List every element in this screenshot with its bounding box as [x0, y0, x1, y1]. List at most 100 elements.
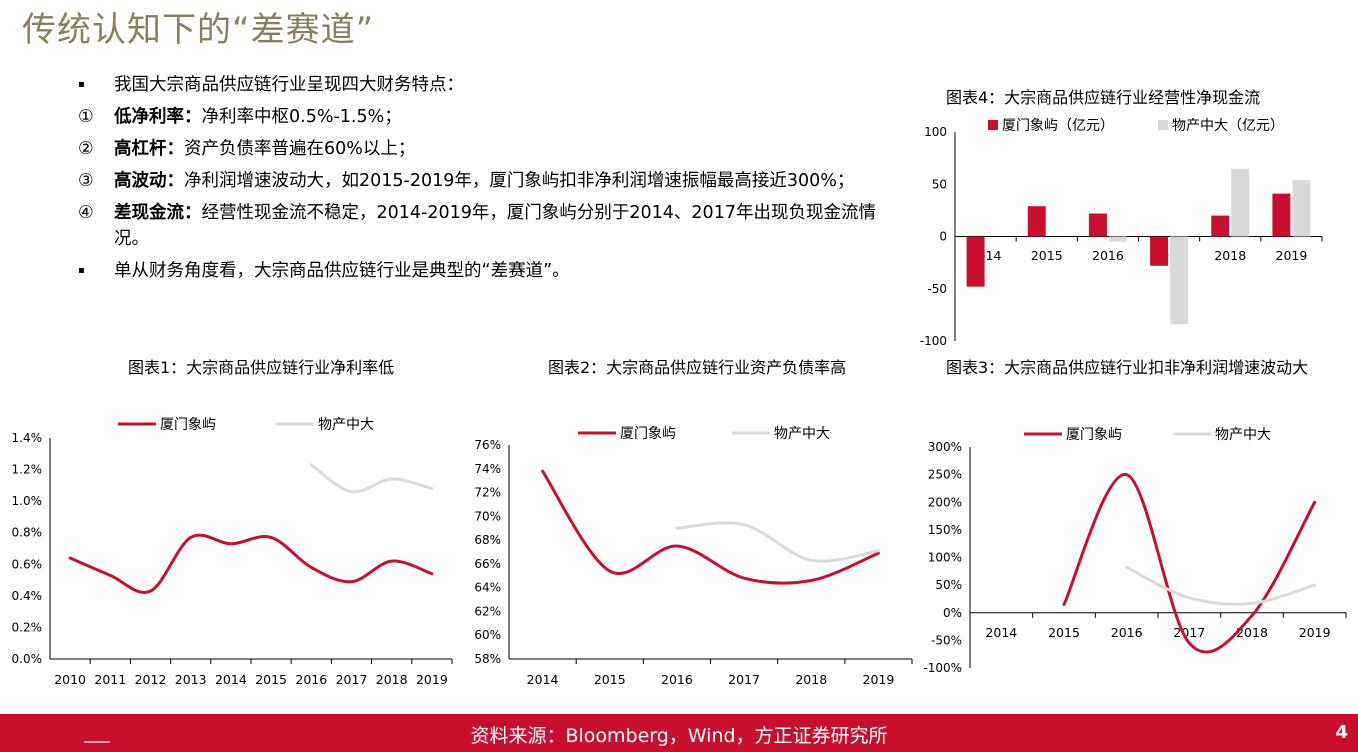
- c3-legend-label: 物产中大: [1215, 427, 1271, 443]
- bullet-bold: 低净利率：: [114, 107, 202, 127]
- c4-y-tick-label: -100: [920, 334, 947, 348]
- bullet-text: 净利率中枢0.5%-1.5%；: [201, 107, 402, 127]
- bullet-text: 我国大宗商品供应链行业呈现四大财务特点：: [114, 75, 464, 95]
- c2-x-tick-label: 2014: [527, 672, 559, 687]
- c2-x-tick-label: 2019: [863, 672, 895, 687]
- c4-x-tick-label: 2019: [1276, 248, 1308, 263]
- bullet-text: 资产负债率普遍在60%以上；: [184, 139, 416, 159]
- chart4-title: 图表4：大宗商品供应链行业经营性净现金流: [946, 88, 1261, 107]
- c2-y-tick-label: 62%: [474, 604, 501, 618]
- c4-y-tick-label: -50: [927, 282, 947, 296]
- c2-y-tick-label: 58%: [474, 652, 501, 666]
- c3-y-tick-label: 0%: [943, 606, 962, 620]
- c1-y-tick-label: 1.4%: [12, 431, 43, 445]
- footer-bar: 资料来源：Bloomberg，Wind，方正证券研究所 4: [0, 714, 1358, 752]
- c1-y-tick-label: 0.8%: [12, 526, 43, 540]
- bullet-bold: 差现金流：: [114, 203, 202, 223]
- c3-x-tick-label: 2018: [1236, 625, 1268, 640]
- source-note: 资料来源：Bloomberg，Wind，方正证券研究所: [470, 725, 888, 747]
- bullet-marker: ▪: [78, 265, 85, 276]
- c2-x-tick-label: 2015: [594, 672, 626, 687]
- bullet-marker: ①: [78, 107, 94, 127]
- c4-y-tick-label: 0: [939, 230, 947, 244]
- c4-bar: [1211, 215, 1230, 237]
- c3-y-tick-label: -100%: [923, 661, 962, 675]
- c1-x-tick-label: 2012: [135, 672, 167, 687]
- bullet-item: ② 高杠杆：资产负债率普遍在60%以上；: [78, 136, 888, 162]
- c1-x-tick-label: 2011: [94, 672, 126, 687]
- c4-bar: [1272, 193, 1291, 237]
- bullet-text: 单从财务角度看，大宗商品供应链行业是典型的“差赛道”。: [114, 261, 570, 281]
- c3-x-tick-label: 2014: [985, 625, 1017, 640]
- c2-y-tick-label: 66%: [474, 557, 501, 571]
- chart3-title: 图表3：大宗商品供应链行业扣非净利润增速波动大: [946, 358, 1309, 377]
- c1-x-tick-label: 2018: [376, 672, 408, 687]
- c4-bar: [1108, 236, 1127, 242]
- c1-y-tick-label: 1.2%: [12, 463, 43, 477]
- c3-x-tick-label: 2017: [1173, 625, 1205, 640]
- c2-y-tick-label: 72%: [474, 486, 501, 500]
- c1-y-tick-label: 0.2%: [12, 620, 43, 634]
- c2-y-tick-label: 60%: [474, 628, 501, 642]
- c3-x-tick-label: 2019: [1299, 625, 1331, 640]
- chart2-title: 图表2：大宗商品供应链行业资产负债率高: [548, 358, 847, 377]
- c4-legend-swatch: [1158, 120, 1168, 130]
- c3-y-tick-label: 250%: [928, 468, 962, 482]
- c2-x-tick-label: 2016: [661, 672, 693, 687]
- bullet-marker: ④: [78, 203, 94, 223]
- c3-y-tick-label: 100%: [928, 551, 962, 565]
- c2-legend-label: 厦门象屿: [620, 426, 676, 442]
- c2-x-tick-label: 2018: [795, 672, 827, 687]
- c2-y-tick-label: 68%: [474, 533, 501, 547]
- c1-legend-label: 物产中大: [318, 417, 374, 433]
- c2-x-tick-label: 2017: [728, 672, 760, 687]
- bullet-text: 经营性现金流不稳定，2014-2019年，厦门象屿分别于2014、2017年出现…: [114, 203, 876, 249]
- bullet-bold: 高杠杆：: [114, 139, 184, 159]
- c4-bar: [1170, 236, 1189, 325]
- c4-legend-label: 厦门象屿（亿元）: [1002, 118, 1114, 134]
- c1-x-tick-label: 2014: [215, 672, 247, 687]
- c2-series-line: [541, 469, 880, 585]
- c3-series-line: [1125, 565, 1317, 606]
- page-number: 4: [1335, 722, 1348, 743]
- c1-x-tick-label: 2017: [336, 672, 368, 687]
- footer-mark: [84, 741, 110, 743]
- bullet-item: ③ 高波动：净利润增速波动大，如2015-2019年，厦门象屿扣非净利润增速振幅最…: [78, 168, 888, 194]
- c1-x-tick-label: 2016: [295, 672, 327, 687]
- c1-legend-label: 厦门象屿: [160, 417, 216, 433]
- c2-legend-label: 物产中大: [774, 426, 830, 442]
- c1-x-tick-label: 2015: [255, 672, 287, 687]
- c4-y-tick-label: 100: [924, 125, 947, 139]
- bullet-list: ▪ 我国大宗商品供应链行业呈现四大财务特点： ① 低净利率：净利率中枢0.5%-1.…: [78, 72, 888, 290]
- c1-series-line: [68, 533, 434, 594]
- bullet-item: ① 低净利率：净利率中枢0.5%-1.5%；: [78, 104, 888, 130]
- c1-y-tick-label: 0.0%: [12, 652, 43, 666]
- c4-bar: [1292, 180, 1311, 237]
- c3-series-line: [1062, 473, 1317, 654]
- c4-bar: [1088, 213, 1107, 237]
- c4-bar: [1150, 236, 1169, 266]
- c1-y-tick-label: 1.0%: [12, 494, 43, 508]
- c3-y-tick-label: 200%: [928, 495, 962, 509]
- page-title: 传统认知下的“差赛道”: [22, 10, 375, 50]
- c4-legend-swatch: [988, 120, 998, 130]
- c2-series-line: [675, 521, 880, 563]
- bullet-marker: ③: [78, 171, 94, 191]
- c3-legend-label: 厦门象屿: [1066, 427, 1122, 443]
- c4-x-tick-label: 2015: [1031, 248, 1063, 263]
- bullet-item: ▪ 单从财务角度看，大宗商品供应链行业是典型的“差赛道”。: [78, 258, 888, 284]
- bullet-marker: ▪: [78, 79, 85, 90]
- c4-bar: [1231, 168, 1250, 237]
- c3-y-tick-label: 150%: [928, 523, 962, 537]
- c3-x-tick-label: 2016: [1111, 625, 1143, 640]
- c4-bar: [966, 236, 985, 287]
- charts-canvas: 0.0% 0.2% 0.4% 0.6% 0.8% 1.0% 1.2% 1.4% 2010 2011…: [12, 118, 1347, 687]
- chart1-title: 图表1：大宗商品供应链行业净利率低: [128, 358, 395, 377]
- bullet-item: ▪ 我国大宗商品供应链行业呈现四大财务特点：: [78, 72, 888, 98]
- c4-legend-label: 物产中大（亿元）: [1172, 118, 1284, 134]
- c1-x-tick-label: 2010: [54, 672, 86, 687]
- c2-y-tick-label: 74%: [474, 462, 501, 476]
- c1-y-tick-label: 0.6%: [12, 557, 43, 571]
- bullet-bold: 高波动：: [114, 171, 184, 191]
- c1-x-tick-label: 2019: [416, 672, 448, 687]
